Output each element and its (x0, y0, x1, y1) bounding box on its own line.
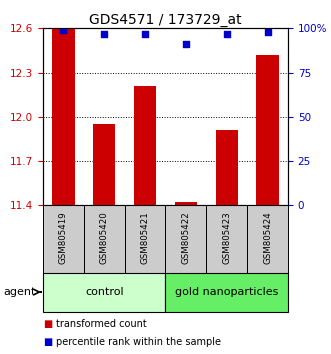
Text: percentile rank within the sample: percentile rank within the sample (56, 337, 221, 347)
Text: ■: ■ (43, 337, 52, 347)
Title: GDS4571 / 173729_at: GDS4571 / 173729_at (89, 13, 242, 27)
Point (142, 31, 148, 36)
Bar (175, 202, 197, 205)
Text: agent: agent (3, 287, 36, 297)
Text: GSM805423: GSM805423 (222, 211, 231, 264)
Bar (206, 205, 247, 273)
Bar (256, 55, 279, 205)
Bar (166, 205, 206, 273)
Bar (125, 205, 166, 273)
Text: gold nanoparticles: gold nanoparticles (175, 287, 278, 297)
Text: transformed count: transformed count (56, 319, 147, 329)
Bar (43, 205, 84, 273)
Text: GSM805420: GSM805420 (100, 211, 109, 264)
Point (102, 31, 107, 36)
Bar (215, 130, 238, 205)
Bar (43, 273, 166, 312)
Bar (166, 273, 288, 312)
Text: GSM805422: GSM805422 (181, 211, 190, 264)
Point (224, 31, 229, 36)
Bar (134, 86, 156, 205)
Bar (52, 28, 75, 205)
Text: control: control (85, 287, 123, 297)
Text: GSM805424: GSM805424 (263, 211, 272, 264)
Bar (247, 205, 288, 273)
Bar (84, 205, 125, 273)
Text: GSM805421: GSM805421 (141, 211, 150, 264)
Point (265, 29, 270, 35)
Point (61, 27, 66, 33)
Text: GSM805419: GSM805419 (59, 211, 68, 264)
Text: ■: ■ (43, 319, 52, 329)
Point (183, 41, 189, 47)
Bar (93, 124, 116, 205)
